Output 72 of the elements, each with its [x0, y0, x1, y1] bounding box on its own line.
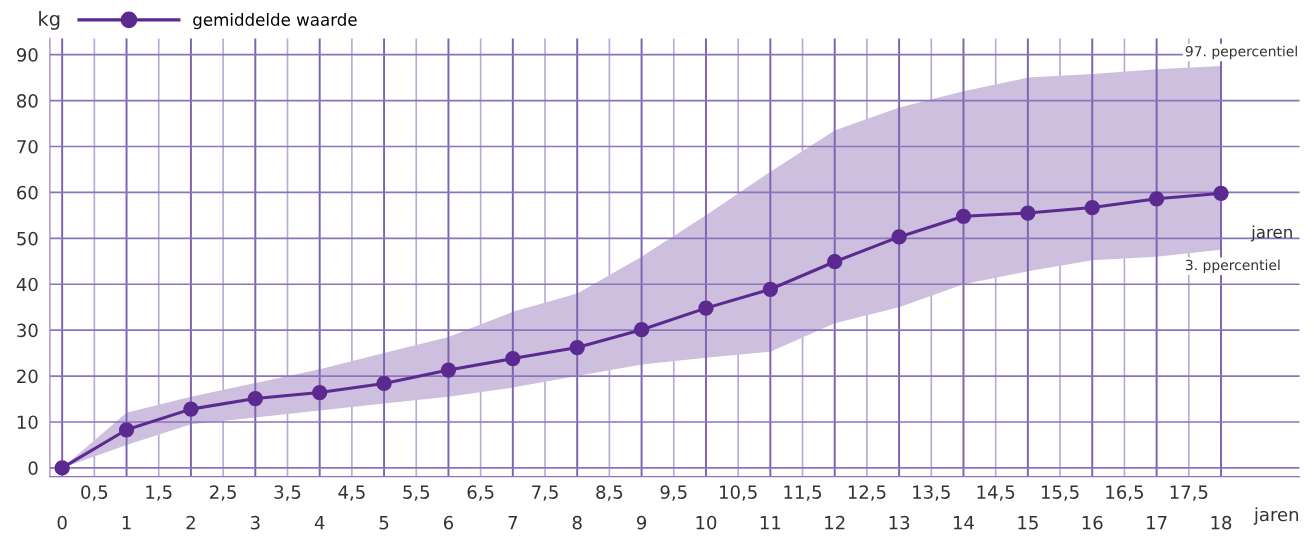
- y-tick-label: 10: [17, 415, 38, 430]
- point: [569, 339, 585, 356]
- x-tick-label: 3: [250, 515, 260, 530]
- x2-tick-label: 6,5: [467, 485, 494, 501]
- text: gemiddelde waarde: [193, 13, 357, 30]
- point: [1213, 185, 1229, 201]
- x-tick-label: 13: [889, 515, 910, 530]
- point: [698, 300, 714, 316]
- x-tick-label: 14: [953, 516, 974, 530]
- y-tick-label: 40: [16, 277, 38, 292]
- x-tick-label: 5: [379, 516, 389, 530]
- x-tick-label: 18: [1211, 515, 1232, 530]
- x-tick-label: 10: [696, 515, 717, 530]
- x2-tick-label: 7,5: [532, 485, 558, 501]
- y-tick-label: 30: [17, 323, 38, 338]
- y-tick-label: 60: [17, 185, 38, 200]
- y-axis-title: kg: [39, 10, 60, 30]
- x2-tick-label: 4,5: [338, 485, 365, 501]
- point: [54, 460, 70, 476]
- x-tick-label: 8: [572, 515, 582, 530]
- annotation: jaren: [1250, 225, 1292, 242]
- x2-tick-label: 17,5: [1170, 485, 1208, 501]
- x-tick-label: 15: [1018, 516, 1038, 530]
- point: [376, 375, 392, 392]
- point: [1149, 191, 1165, 207]
- y-tick-label: 20: [17, 369, 38, 384]
- y-tick-label: 90: [16, 48, 38, 62]
- x-tick-label: 17: [1147, 516, 1167, 530]
- x2-tick-label: 9,5: [660, 485, 687, 501]
- point: [827, 254, 843, 270]
- x-tick-label: 6: [443, 515, 454, 530]
- x2-tick-label: 3,5: [274, 485, 301, 501]
- y-tick-label: 0: [28, 461, 38, 476]
- x-tick-label: 11: [760, 516, 781, 530]
- x-tick-label: 9: [636, 515, 647, 530]
- x-tick-label: 12: [825, 515, 845, 530]
- x-axis-title: jaren: [1253, 507, 1299, 525]
- point: [247, 390, 263, 407]
- x2-tick-label: 15,5: [1041, 485, 1079, 501]
- x-tick-label: 2: [186, 515, 195, 530]
- x2-tick-label: 0,5: [81, 485, 108, 501]
- point: [955, 208, 972, 224]
- y-tick-label: 80: [17, 94, 38, 108]
- y-tick-label: 70: [17, 139, 38, 154]
- x2-tick-label: 11,5: [784, 485, 822, 501]
- x2-tick-label: 8,5: [596, 485, 623, 501]
- point: [312, 384, 328, 401]
- point: [440, 362, 457, 378]
- x-tick-label: 16: [1082, 515, 1103, 530]
- x2-tick-label: 2,5: [210, 485, 236, 501]
- point: [891, 229, 907, 245]
- point: [1084, 199, 1100, 216]
- point: [1020, 205, 1036, 221]
- x-tick-label: 0: [57, 515, 67, 530]
- x2-tick-label: 1,5: [146, 485, 172, 501]
- x-tick-label: 7: [508, 516, 518, 530]
- y-tick-label: 50: [17, 231, 38, 246]
- point: [183, 401, 199, 417]
- point: [118, 422, 135, 438]
- x-tick-label: 4: [314, 516, 325, 530]
- x2-tick-label: 12,5: [848, 485, 886, 501]
- point: [762, 281, 778, 297]
- x2-tick-label: 10,5: [720, 485, 757, 501]
- x-tick-label: 1: [122, 516, 131, 530]
- x2-tick-label: 14,5: [977, 485, 1015, 501]
- x2-tick-label: 13,5: [913, 485, 950, 501]
- point: [505, 351, 521, 367]
- annotation: 3. ppercentiel: [1185, 259, 1280, 273]
- x2-tick-label: 16,5: [1106, 485, 1143, 501]
- annotation: 97. pepercentiel: [1185, 45, 1297, 60]
- point: [633, 322, 650, 338]
- x2-tick-label: 5,5: [403, 485, 430, 501]
